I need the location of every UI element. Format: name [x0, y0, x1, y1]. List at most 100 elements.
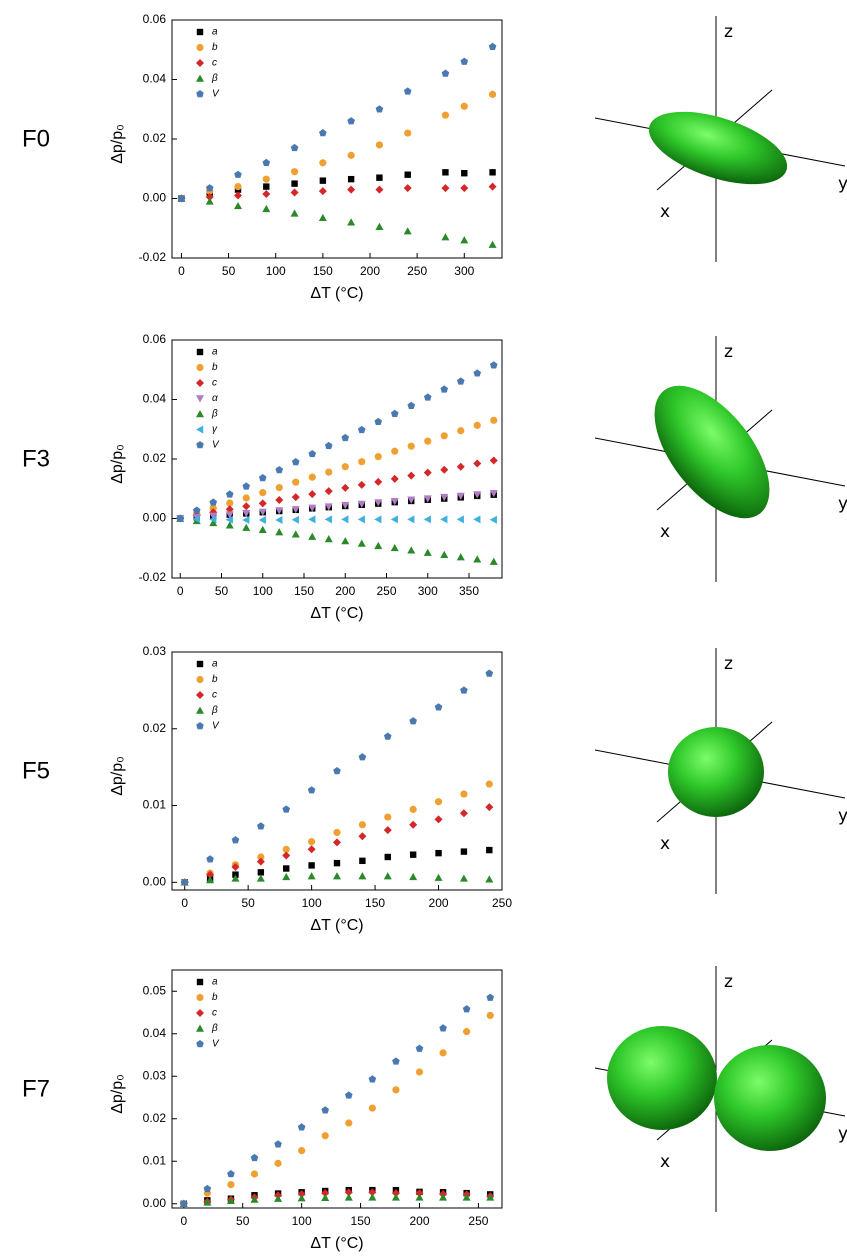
data-point: [409, 821, 417, 829]
data-point: [321, 1194, 329, 1201]
data-point: [358, 539, 366, 546]
data-point: [257, 874, 265, 881]
axis-3d-letter: z: [724, 972, 733, 992]
data-point: [319, 187, 327, 195]
data-point: [291, 144, 299, 151]
data-point: [358, 426, 366, 433]
legend-label: V: [212, 1039, 220, 1050]
legend-label: V: [212, 89, 220, 100]
axis-3d-letter: y: [838, 174, 847, 194]
legend-label: β: [211, 409, 218, 420]
y-tick-label: -0.02: [139, 570, 167, 584]
data-point: [392, 1086, 399, 1093]
legend-label: β: [211, 73, 218, 84]
data-point: [368, 1193, 376, 1200]
legend-label: β: [211, 705, 218, 716]
data-point: [374, 515, 381, 523]
data-point: [391, 448, 398, 455]
y-axis-label: Δp/p₀: [109, 756, 126, 796]
data-point: [404, 227, 412, 234]
legend-label: a: [212, 977, 218, 988]
data-point: [486, 994, 494, 1001]
data-point: [441, 184, 449, 192]
x-tick-label: 200: [335, 584, 355, 598]
x-tick-label: 150: [365, 896, 385, 910]
legend-marker: [196, 395, 204, 402]
data-point: [489, 169, 495, 175]
data-point: [259, 516, 266, 524]
data-point: [345, 1119, 352, 1126]
data-point: [409, 717, 417, 724]
data-point: [405, 172, 411, 178]
data-point: [359, 858, 365, 864]
data-point: [407, 402, 415, 409]
data-point: [463, 1005, 471, 1012]
data-point: [242, 482, 250, 489]
legend-label: c: [212, 1008, 217, 1019]
x-tick-label: 150: [313, 264, 333, 278]
x-axis-label: ΔT (°C): [310, 605, 363, 622]
data-point: [391, 475, 399, 483]
axis-3d-letter: z: [724, 654, 733, 674]
data-point: [457, 515, 464, 523]
data-point: [206, 855, 214, 862]
legend-label: b: [212, 42, 218, 53]
x-tick-label: 0: [177, 584, 184, 598]
data-point: [486, 847, 492, 853]
data-point: [291, 209, 299, 216]
x-tick-label: 300: [454, 264, 474, 278]
data-point: [489, 183, 497, 191]
data-point: [234, 171, 242, 178]
y-tick-label: 0.02: [143, 451, 167, 465]
x-tick-label: 150: [294, 584, 314, 598]
data-point: [440, 385, 448, 392]
x-axis-label: ΔT (°C): [310, 1235, 363, 1252]
legend-marker: [196, 1009, 204, 1017]
surface-3d: [668, 727, 764, 817]
x-tick-label: 50: [215, 584, 229, 598]
axis-3d-letter: x: [660, 834, 670, 854]
data-point: [407, 472, 415, 480]
data-point: [489, 43, 497, 50]
data-point: [292, 458, 300, 465]
y-tick-label: 0.03: [143, 644, 167, 658]
data-point: [308, 862, 314, 868]
panel-label: F0: [22, 125, 50, 152]
data-point: [345, 1193, 353, 1200]
legend-label: c: [212, 58, 217, 69]
data-point: [282, 851, 290, 859]
x-tick-label: 200: [429, 896, 449, 910]
legend-marker: [197, 349, 203, 355]
data-point: [404, 129, 411, 136]
data-point: [359, 753, 367, 760]
data-point: [242, 502, 250, 510]
data-point: [325, 442, 333, 449]
x-tick-label: 0: [181, 896, 188, 910]
data-point: [308, 872, 316, 879]
data-point: [487, 1012, 494, 1019]
data-point: [309, 474, 316, 481]
axis-3d-letter: z: [724, 22, 733, 42]
data-point: [410, 851, 416, 857]
data-point: [322, 1132, 329, 1139]
data-point: [259, 526, 267, 533]
data-point: [485, 875, 493, 882]
data-point: [259, 489, 266, 496]
data-point: [325, 487, 333, 495]
y-tick-label: 0.02: [143, 1111, 167, 1125]
legend-label: α: [212, 393, 218, 404]
data-point: [474, 422, 481, 429]
data-point: [209, 498, 217, 505]
legend-label: a: [212, 347, 218, 358]
legend-marker: [196, 676, 203, 683]
data-point: [376, 105, 384, 112]
data-point: [457, 377, 465, 384]
plot-frame: [172, 340, 502, 578]
data-point: [193, 506, 201, 513]
surface-3d: [714, 1045, 826, 1151]
panel-label: F5: [22, 757, 50, 784]
data-point: [242, 524, 250, 531]
legend-marker: [196, 75, 204, 82]
data-point: [440, 551, 448, 558]
data-point: [334, 860, 340, 866]
